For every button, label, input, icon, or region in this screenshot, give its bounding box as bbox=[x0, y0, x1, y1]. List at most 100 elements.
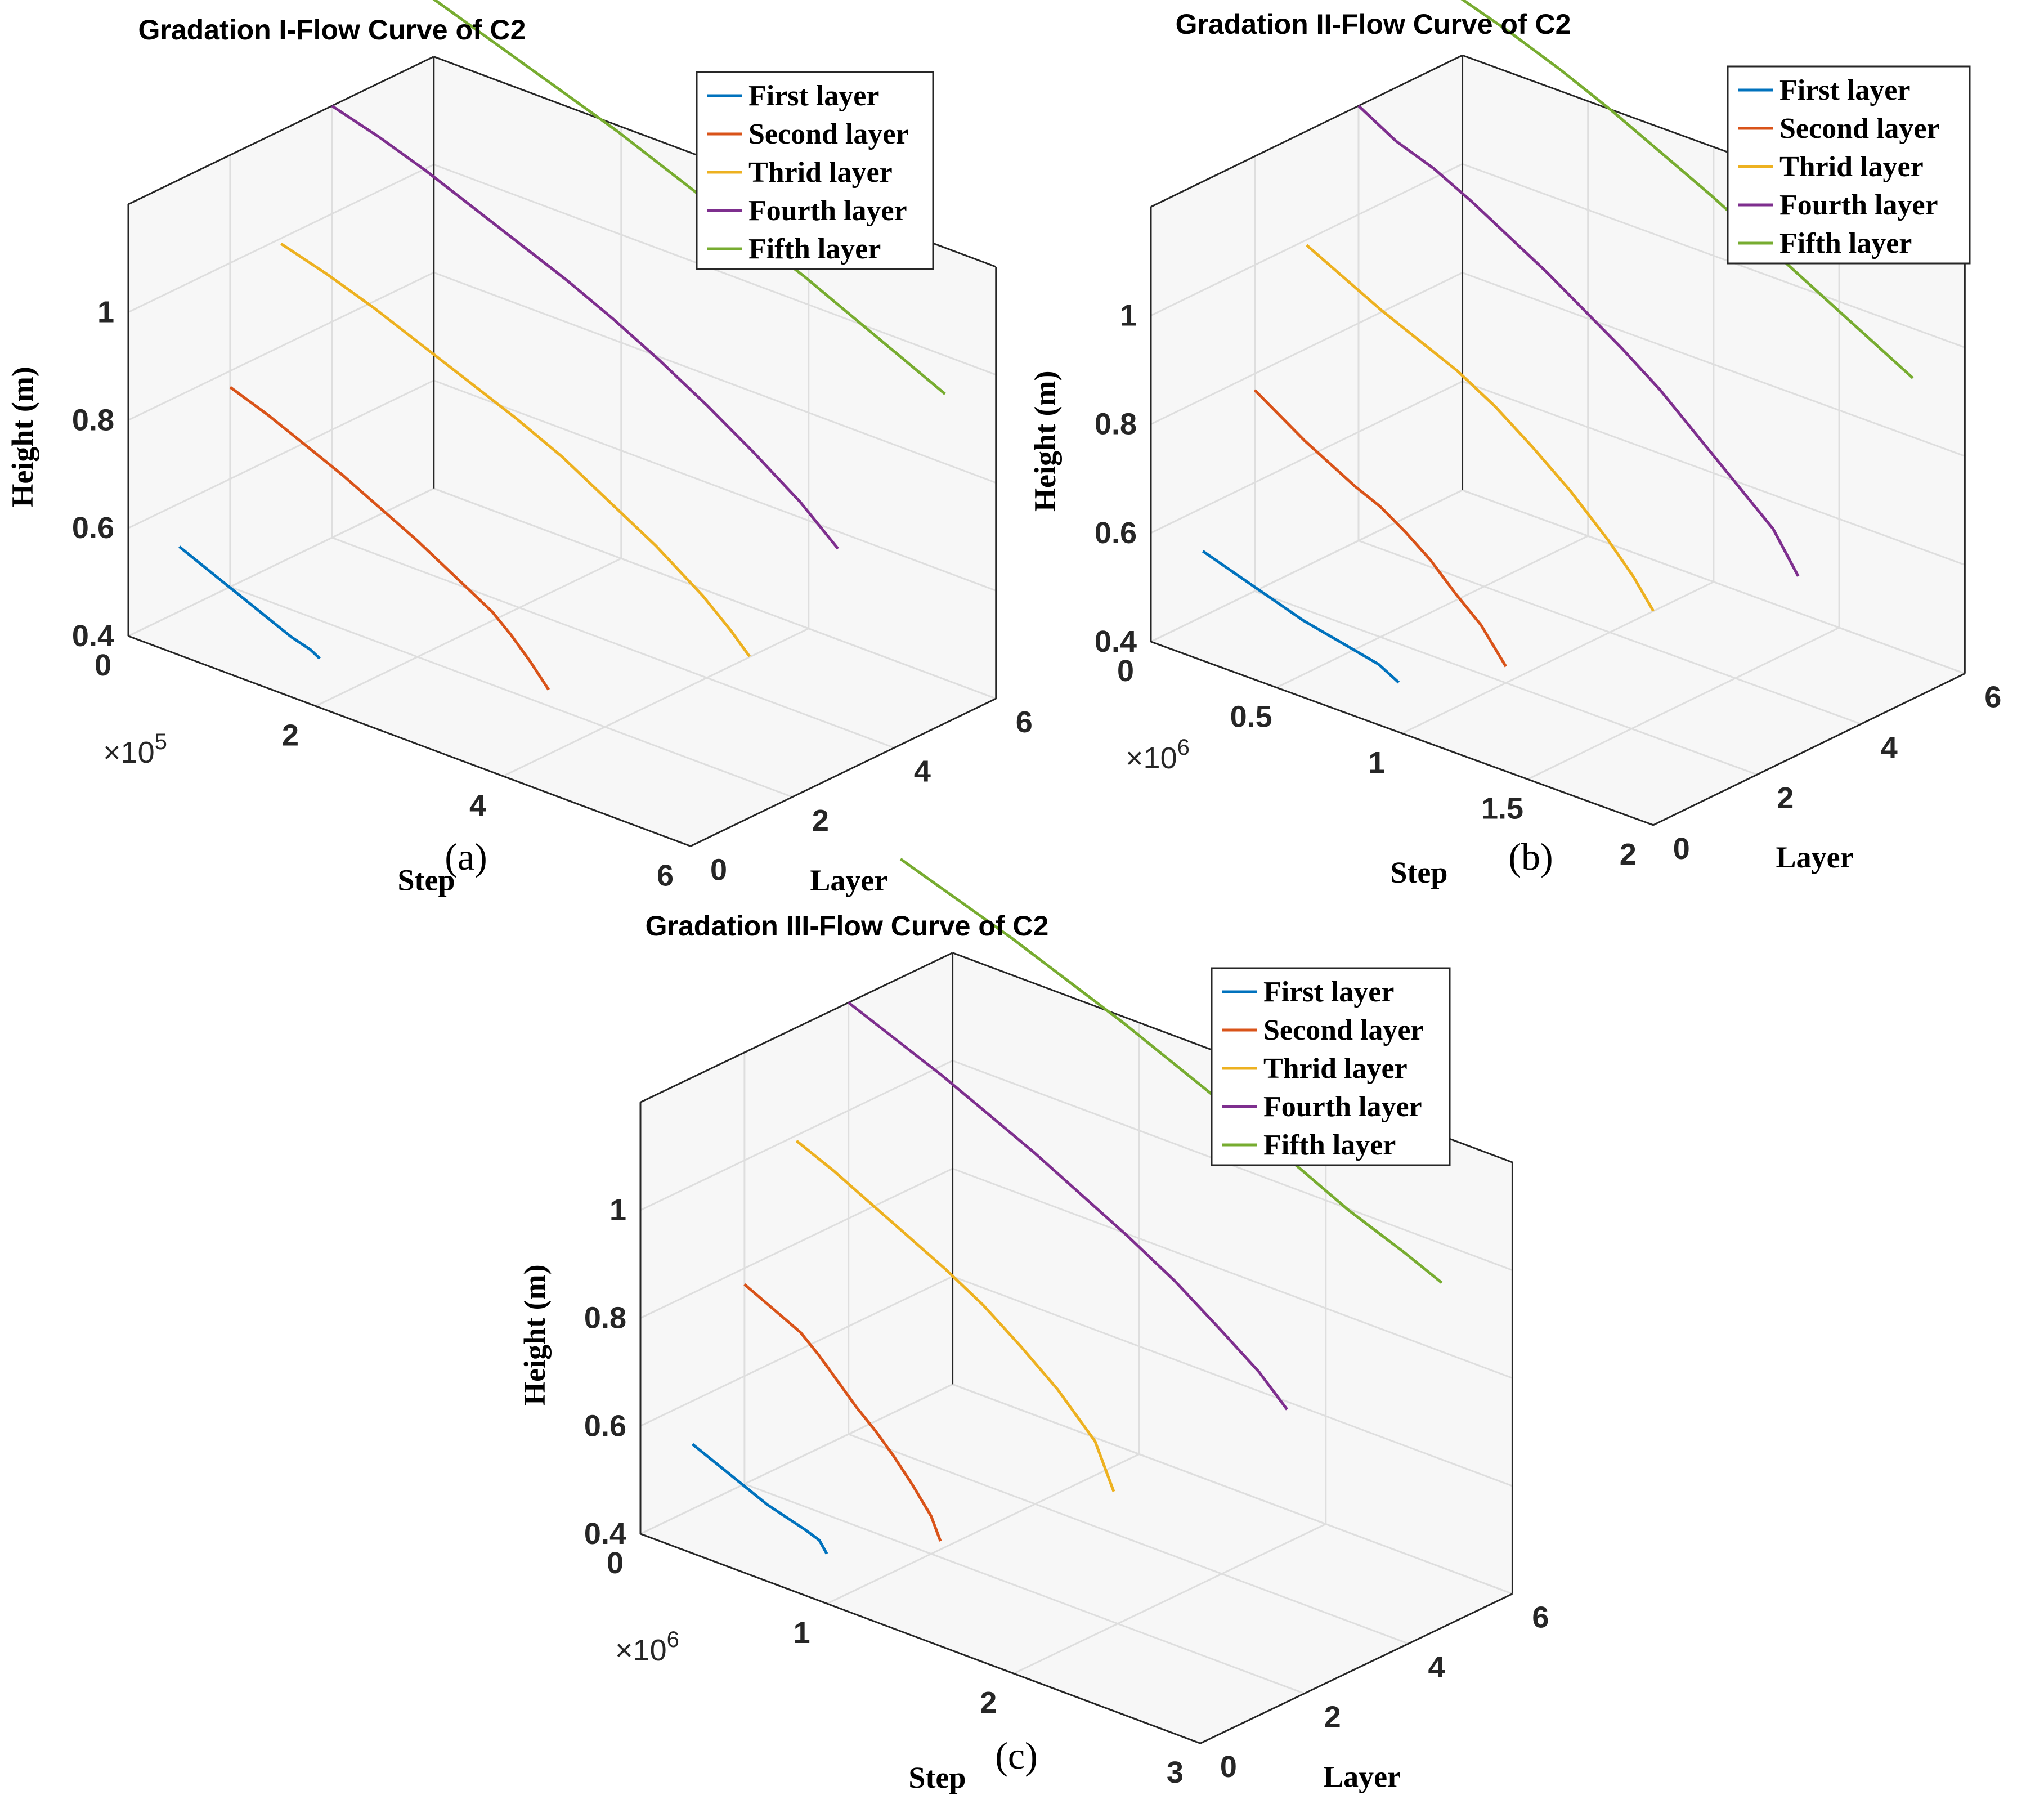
series-line-5 bbox=[1460, 0, 1914, 379]
axis-edge bbox=[1200, 1593, 1513, 1744]
legend-label-1: First layer bbox=[1263, 976, 1394, 1008]
series-line-4 bbox=[848, 1001, 1289, 1411]
x-tick-label: 1.5 bbox=[1481, 791, 1523, 825]
series-line-2 bbox=[229, 386, 550, 691]
chart-title: Gradation I-Flow Curve of C2 bbox=[138, 14, 526, 46]
legend-label-5: Fifth layer bbox=[1263, 1129, 1396, 1161]
x-tick-label: 0 bbox=[1117, 654, 1134, 688]
legend-label-3: Thrid layer bbox=[1779, 151, 1924, 183]
legend-label-1: First layer bbox=[748, 80, 879, 112]
y-axis-label: Layer bbox=[1323, 1760, 1401, 1793]
series-line-1 bbox=[691, 1443, 828, 1555]
y-tick-label: 6 bbox=[1016, 705, 1033, 739]
z-tick-label: 0.4 bbox=[1095, 625, 1137, 659]
legend-box bbox=[1211, 967, 1451, 1166]
panel-caption: (a) bbox=[445, 835, 487, 878]
panel-caption: (b) bbox=[1508, 835, 1553, 878]
x-multiplier: ×10 bbox=[1126, 741, 1177, 775]
legend-label-3: Thrid layer bbox=[748, 156, 893, 189]
legend-label-2: Second layer bbox=[748, 118, 909, 150]
panel-caption: (c) bbox=[995, 1734, 1037, 1777]
x-exponent: 5 bbox=[155, 729, 167, 754]
x-exponent-label: ×105 bbox=[103, 729, 167, 769]
z-tick-label: 1 bbox=[1120, 299, 1137, 333]
z-axis-label: Height (m) bbox=[518, 1264, 552, 1405]
axis-edge bbox=[640, 1533, 1201, 1744]
x-exponent-label: ×106 bbox=[1126, 735, 1190, 775]
y-axis-label: Layer bbox=[1776, 840, 1854, 874]
legend-label-5: Fifth layer bbox=[1779, 227, 1912, 259]
x-multiplier: ×10 bbox=[615, 1633, 667, 1667]
axis-edge bbox=[690, 697, 997, 847]
axis-edge bbox=[128, 56, 434, 205]
y-tick-label: 4 bbox=[1881, 731, 1898, 764]
z-tick-label: 1 bbox=[609, 1193, 626, 1227]
z-tick-label: 0.8 bbox=[1095, 408, 1137, 441]
y-tick-label: 6 bbox=[1532, 1601, 1549, 1635]
legend-label-3: Thrid layer bbox=[1263, 1053, 1408, 1085]
legend-label-4: Fourth layer bbox=[1263, 1091, 1422, 1123]
chart-title: Gradation II-Flow Curve of C2 bbox=[1176, 8, 1571, 40]
z-axis-label: Height (m) bbox=[6, 366, 39, 507]
x-tick-label: 3 bbox=[1167, 1756, 1184, 1789]
series-line-3 bbox=[280, 243, 751, 657]
x-tick-label: 2 bbox=[282, 718, 299, 752]
z-axis-label: Height (m) bbox=[1028, 371, 1062, 512]
axis-edge bbox=[1150, 54, 1463, 208]
series-line-2 bbox=[1253, 389, 1508, 668]
legend-label-5: Fifth layer bbox=[748, 233, 881, 265]
series-line-1 bbox=[1202, 550, 1400, 684]
legend-label-2: Second layer bbox=[1263, 1014, 1424, 1046]
x-multiplier: ×10 bbox=[103, 736, 155, 769]
z-tick-label: 0.6 bbox=[1095, 516, 1137, 550]
x-tick-label: 6 bbox=[657, 858, 674, 892]
x-axis-label: Step bbox=[398, 863, 455, 897]
series-line-5 bbox=[899, 858, 1443, 1284]
z-tick-label: 0.4 bbox=[584, 1517, 626, 1551]
axis-edge bbox=[1150, 641, 1654, 826]
chart-title: Gradation III-Flow Curve of C2 bbox=[646, 910, 1049, 942]
y-axis-label: Layer bbox=[810, 863, 887, 897]
series-line-1 bbox=[178, 545, 321, 660]
z-tick-label: 1 bbox=[97, 296, 114, 329]
y-tick-label: 4 bbox=[1428, 1650, 1445, 1684]
x-tick-label: 0 bbox=[95, 648, 111, 682]
floor bbox=[128, 488, 996, 847]
x-exponent: 6 bbox=[667, 1627, 679, 1652]
x-axis-label: Step bbox=[908, 1761, 966, 1794]
series-line-5 bbox=[432, 0, 946, 395]
x-tick-label: 0.5 bbox=[1230, 700, 1272, 733]
x-tick-label: 2 bbox=[980, 1686, 997, 1720]
y-tick-label: 2 bbox=[1777, 781, 1794, 815]
x-tick-label: 1 bbox=[794, 1616, 810, 1650]
legend-label-4: Fourth layer bbox=[748, 195, 907, 227]
legend-label-4: Fourth layer bbox=[1779, 189, 1938, 221]
x-exponent-label: ×106 bbox=[615, 1627, 679, 1667]
z-tick-label: 0.6 bbox=[72, 511, 114, 545]
x-tick-label: 2 bbox=[1620, 838, 1637, 871]
y-tick-label: 2 bbox=[1324, 1700, 1341, 1734]
series-line-4 bbox=[331, 105, 839, 550]
series-line-2 bbox=[743, 1283, 942, 1542]
z-tick-label: 0.8 bbox=[72, 403, 114, 437]
y-tick-label: 0 bbox=[710, 853, 727, 887]
x-tick-label: 4 bbox=[469, 789, 486, 822]
grid-z bbox=[1150, 489, 1965, 675]
legend-box bbox=[696, 71, 934, 270]
axis-edge bbox=[128, 635, 691, 847]
floor bbox=[640, 1384, 1513, 1744]
legend-label-1: First layer bbox=[1779, 74, 1910, 106]
y-tick-label: 6 bbox=[1984, 681, 2001, 714]
z-tick-label: 0.6 bbox=[584, 1409, 626, 1443]
x-axis-label: Step bbox=[1390, 856, 1447, 889]
axis-edge bbox=[1653, 673, 1965, 826]
z-tick-label: 0.4 bbox=[72, 619, 114, 653]
series-line-3 bbox=[1306, 244, 1655, 612]
series-line-3 bbox=[795, 1139, 1115, 1492]
y-tick-label: 4 bbox=[914, 755, 931, 789]
x-tick-label: 1 bbox=[1368, 746, 1385, 780]
chart-panel-1: 0 2 4 6 0 2 4 6 0.4 0.6 0.8 1 ×105 Step Layer Height (m… bbox=[6, 0, 1033, 897]
x-tick-label: 0 bbox=[607, 1546, 624, 1580]
